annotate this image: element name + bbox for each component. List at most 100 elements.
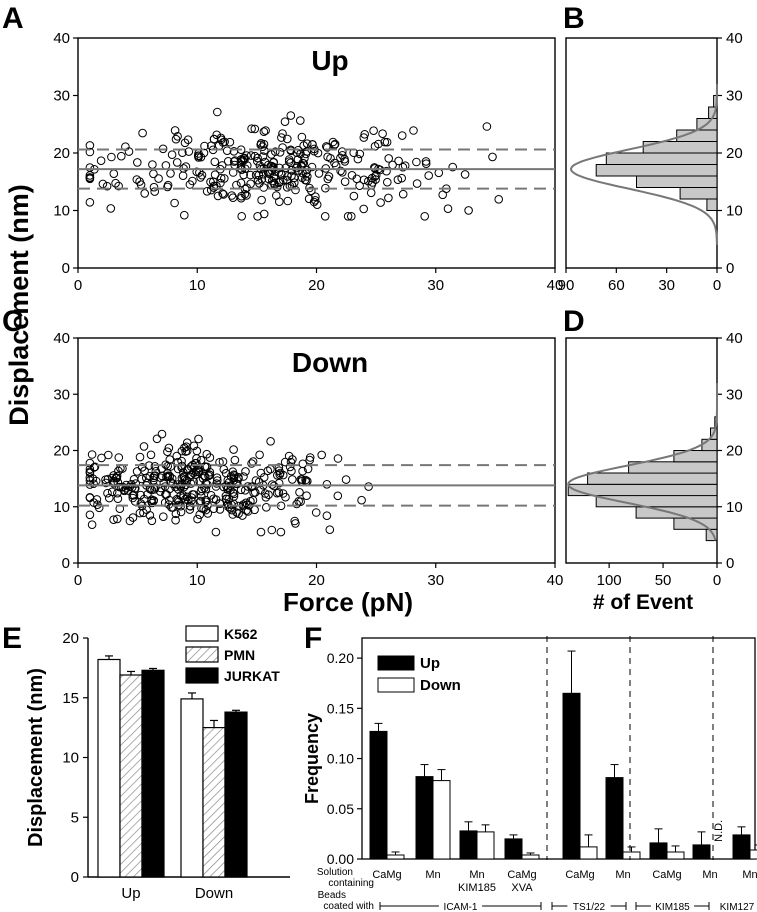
data-point <box>206 491 216 500</box>
data-point <box>206 177 215 187</box>
data-point <box>200 472 210 481</box>
data-point <box>179 468 188 477</box>
bar-down <box>579 846 598 860</box>
y-axis-label: Frequency <box>302 713 322 804</box>
data-point <box>302 491 311 501</box>
data-point <box>143 490 152 499</box>
y-tick-label: 10 <box>726 203 743 220</box>
data-point <box>213 191 223 201</box>
data-point <box>109 515 118 525</box>
data-point <box>165 455 175 464</box>
data-point <box>303 172 312 181</box>
data-point <box>157 429 167 439</box>
data-point <box>121 483 131 493</box>
data-point <box>211 482 221 491</box>
data-point <box>200 483 209 493</box>
data-point <box>464 206 473 215</box>
data-point <box>384 193 393 203</box>
data-point <box>382 137 392 147</box>
data-point <box>189 441 199 451</box>
data-point <box>398 162 408 172</box>
data-point <box>172 451 182 461</box>
data-point <box>397 173 407 183</box>
data-point <box>333 491 343 501</box>
solution-label: Mn <box>469 869 484 881</box>
data-point <box>195 510 204 520</box>
data-point <box>230 455 240 465</box>
data-point <box>243 482 253 491</box>
data-point <box>147 498 157 508</box>
data-point <box>384 154 394 163</box>
y-tick-label: 30 <box>53 88 70 105</box>
data-point <box>181 447 190 456</box>
data-point <box>194 151 203 161</box>
data-point <box>223 483 233 492</box>
data-point <box>239 472 248 481</box>
histogram-bar <box>635 506 718 519</box>
y-tick-label: 0.20 <box>327 650 354 666</box>
data-point <box>113 488 122 498</box>
data-point <box>85 173 95 183</box>
y-tick-label: 20 <box>53 145 70 162</box>
data-point <box>146 450 156 460</box>
x-tick-label: 30 <box>658 277 675 294</box>
data-point <box>288 475 297 484</box>
data-point <box>297 132 307 142</box>
y-tick-label: 10 <box>53 203 70 220</box>
data-point <box>150 471 160 480</box>
data-point <box>347 212 356 221</box>
data-point <box>85 147 95 157</box>
data-point <box>310 196 320 205</box>
data-point <box>106 204 116 213</box>
data-point <box>182 438 192 448</box>
data-point <box>278 489 288 498</box>
data-point <box>210 157 220 167</box>
panel-letter-a: A <box>2 2 24 35</box>
data-point <box>323 174 333 184</box>
bar-up <box>692 844 711 860</box>
y-tick-label: 0 <box>62 260 70 277</box>
data-point <box>170 126 180 135</box>
bar-down <box>386 854 405 860</box>
data-point <box>243 507 253 516</box>
data-point <box>274 478 284 488</box>
x-tick-label: 50 <box>655 572 672 589</box>
data-point <box>176 491 185 500</box>
data-point <box>412 179 422 188</box>
data-point <box>349 191 359 201</box>
data-point <box>114 453 124 462</box>
y-tick-label: 0 <box>71 869 79 886</box>
data-point <box>311 508 321 517</box>
data-point <box>109 471 118 480</box>
data-point <box>190 458 200 468</box>
data-point <box>223 157 233 166</box>
bar-up <box>415 776 434 860</box>
data-point <box>218 189 227 198</box>
data-point <box>311 192 320 201</box>
not-determined-label: N.D. <box>713 820 725 842</box>
data-point <box>133 158 142 167</box>
data-point <box>172 158 182 167</box>
data-point <box>494 195 504 204</box>
panel-b-histogram: 0 10 20 30 40 90 60 30 0 <box>558 30 743 294</box>
data-point <box>285 462 295 472</box>
data-point <box>287 466 296 476</box>
bar <box>119 674 143 878</box>
data-point <box>424 171 434 180</box>
data-point <box>364 482 373 491</box>
data-point <box>301 149 311 159</box>
coating-label: KIM127 <box>720 902 755 912</box>
coating-label-bg <box>438 900 483 912</box>
data-point <box>359 175 369 185</box>
y-tick-label: 10 <box>53 499 70 516</box>
data-point <box>85 163 95 172</box>
data-point <box>434 168 444 178</box>
data-point <box>177 446 187 456</box>
data-point <box>132 175 142 184</box>
data-point <box>152 434 162 444</box>
data-point <box>90 462 100 472</box>
data-point <box>482 122 492 131</box>
plot-frame <box>361 637 756 860</box>
data-point <box>254 170 264 180</box>
data-point <box>206 185 216 195</box>
